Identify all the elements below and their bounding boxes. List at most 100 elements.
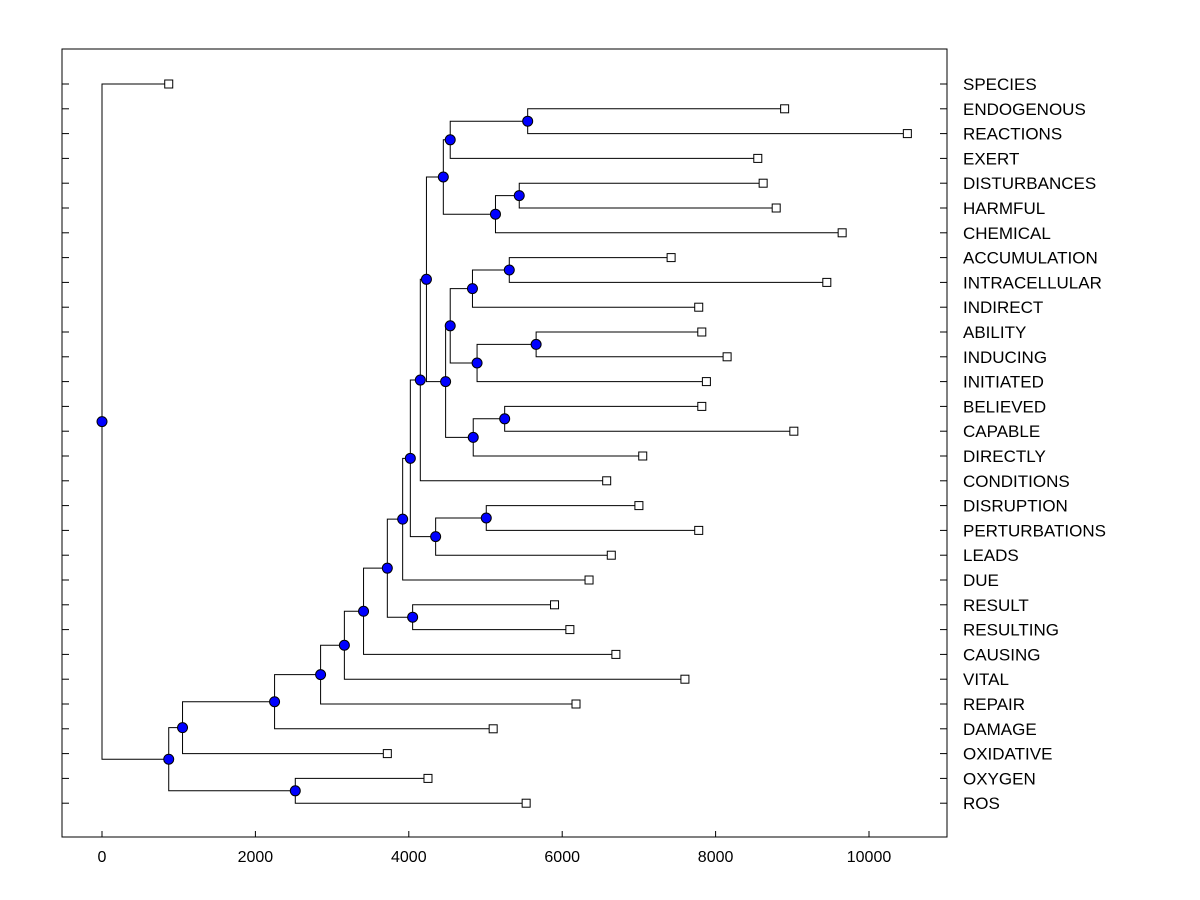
merge-node xyxy=(269,696,281,708)
leaf-label: INDIRECT xyxy=(963,298,1043,317)
merge-node xyxy=(467,431,479,443)
link-g3d xyxy=(402,457,590,581)
leaf-label: INTRACELLULAR xyxy=(963,273,1102,292)
leaf-label: RESULTING xyxy=(963,621,1059,640)
leaf-marker xyxy=(780,104,790,114)
x-tick-label: 8000 xyxy=(698,849,734,866)
link-g4o xyxy=(182,701,388,755)
x-tick-label: 4000 xyxy=(391,849,427,866)
leaf-marker xyxy=(680,674,690,684)
leaf-label: ACCUMULATION xyxy=(963,249,1098,268)
merge-node xyxy=(163,753,175,765)
leaf-label: CONDITIONS xyxy=(963,472,1070,491)
leaf-marker xyxy=(666,253,676,263)
link-dhc xyxy=(494,195,843,234)
merge-node xyxy=(397,513,409,525)
link-dp xyxy=(485,505,699,531)
merge-node xyxy=(315,669,327,681)
merge-node xyxy=(499,413,511,425)
merge-node xyxy=(289,785,301,797)
merge-node xyxy=(444,320,456,332)
leaves-layer xyxy=(164,79,912,808)
leaf-marker xyxy=(753,153,763,163)
leaf-label: ENDOGENOUS xyxy=(963,100,1086,119)
plot-frame xyxy=(61,48,948,838)
merge-node xyxy=(381,562,393,574)
leaf-label: INITIATED xyxy=(963,373,1044,392)
merge-node xyxy=(358,605,370,617)
leaf-label: RESULT xyxy=(963,596,1029,615)
leaf-marker xyxy=(382,749,392,759)
leaf-label: CAPABLE xyxy=(963,422,1040,441)
merge-node xyxy=(489,208,501,220)
leaf-marker xyxy=(634,501,644,511)
leaf-marker xyxy=(822,277,832,287)
merge-node xyxy=(522,115,534,127)
leaf-marker xyxy=(694,525,704,535)
merge-node xyxy=(414,374,426,386)
x-tick-label: 10000 xyxy=(847,849,892,866)
leaf-label: ROS xyxy=(963,794,1000,813)
leaf-label: OXYGEN xyxy=(963,769,1036,788)
leaf-marker xyxy=(758,178,768,188)
link-g4v xyxy=(343,610,685,680)
ticks-layer xyxy=(62,83,947,837)
merge-node xyxy=(513,190,525,202)
merge-node xyxy=(404,452,416,464)
merge-node xyxy=(444,134,456,146)
leaf-label: INDUCING xyxy=(963,348,1047,367)
leaf-marker xyxy=(771,203,781,213)
leaf-marker xyxy=(697,327,707,337)
link-root xyxy=(101,83,169,760)
merge-node xyxy=(407,611,419,623)
leaf-marker xyxy=(550,600,560,610)
leaf-marker xyxy=(697,401,707,411)
leaf-label: CHEMICAL xyxy=(963,224,1051,243)
leaf-marker xyxy=(638,451,648,461)
link-bcd xyxy=(472,418,643,457)
merge-node xyxy=(177,722,189,734)
link-aii xyxy=(471,269,699,308)
link-dpl xyxy=(435,517,612,556)
x-tick-label: 2000 xyxy=(238,849,274,866)
leaf-label: BELIEVED xyxy=(963,397,1046,416)
nodes-layer xyxy=(96,115,542,797)
leaf-label: SPECIES xyxy=(963,75,1037,94)
leaf-label: DIRECTLY xyxy=(963,447,1046,466)
link-dh xyxy=(518,182,777,209)
leaf-label: VITAL xyxy=(963,670,1009,689)
leaf-marker xyxy=(694,302,704,312)
leaf-marker xyxy=(584,575,594,585)
merge-node xyxy=(430,531,442,543)
link-endo_reac xyxy=(527,108,908,135)
leaf-label: ABILITY xyxy=(963,323,1026,342)
leaf-marker xyxy=(606,550,616,560)
leaf-label: DAMAGE xyxy=(963,720,1037,739)
x-tick-label: 6000 xyxy=(544,849,580,866)
merge-node xyxy=(503,264,515,276)
leaf-label: REPAIR xyxy=(963,695,1025,714)
merge-node xyxy=(420,273,432,285)
merge-node xyxy=(338,639,350,651)
link-g5 xyxy=(168,727,296,792)
leaf-label: DUE xyxy=(963,571,999,590)
leaf-label: REACTIONS xyxy=(963,125,1062,144)
leaf-marker xyxy=(701,377,711,387)
leaf-label: HARMFUL xyxy=(963,199,1045,218)
link-g1 xyxy=(442,139,496,215)
leaf-label: DISTURBANCES xyxy=(963,174,1096,193)
leaf-marker xyxy=(571,699,581,709)
merge-node xyxy=(440,376,452,388)
leaf-label: DISRUPTION xyxy=(963,497,1068,516)
leaf-marker xyxy=(722,352,732,362)
leaf-marker xyxy=(164,79,174,89)
leaf-marker xyxy=(611,649,621,659)
leaf-marker xyxy=(565,625,575,635)
leaf-marker xyxy=(837,228,847,238)
link-aini xyxy=(476,343,707,383)
merge-node xyxy=(530,338,542,350)
x-tick-label: 0 xyxy=(98,849,107,866)
merge-node xyxy=(471,357,483,369)
link-g4d xyxy=(274,674,494,730)
